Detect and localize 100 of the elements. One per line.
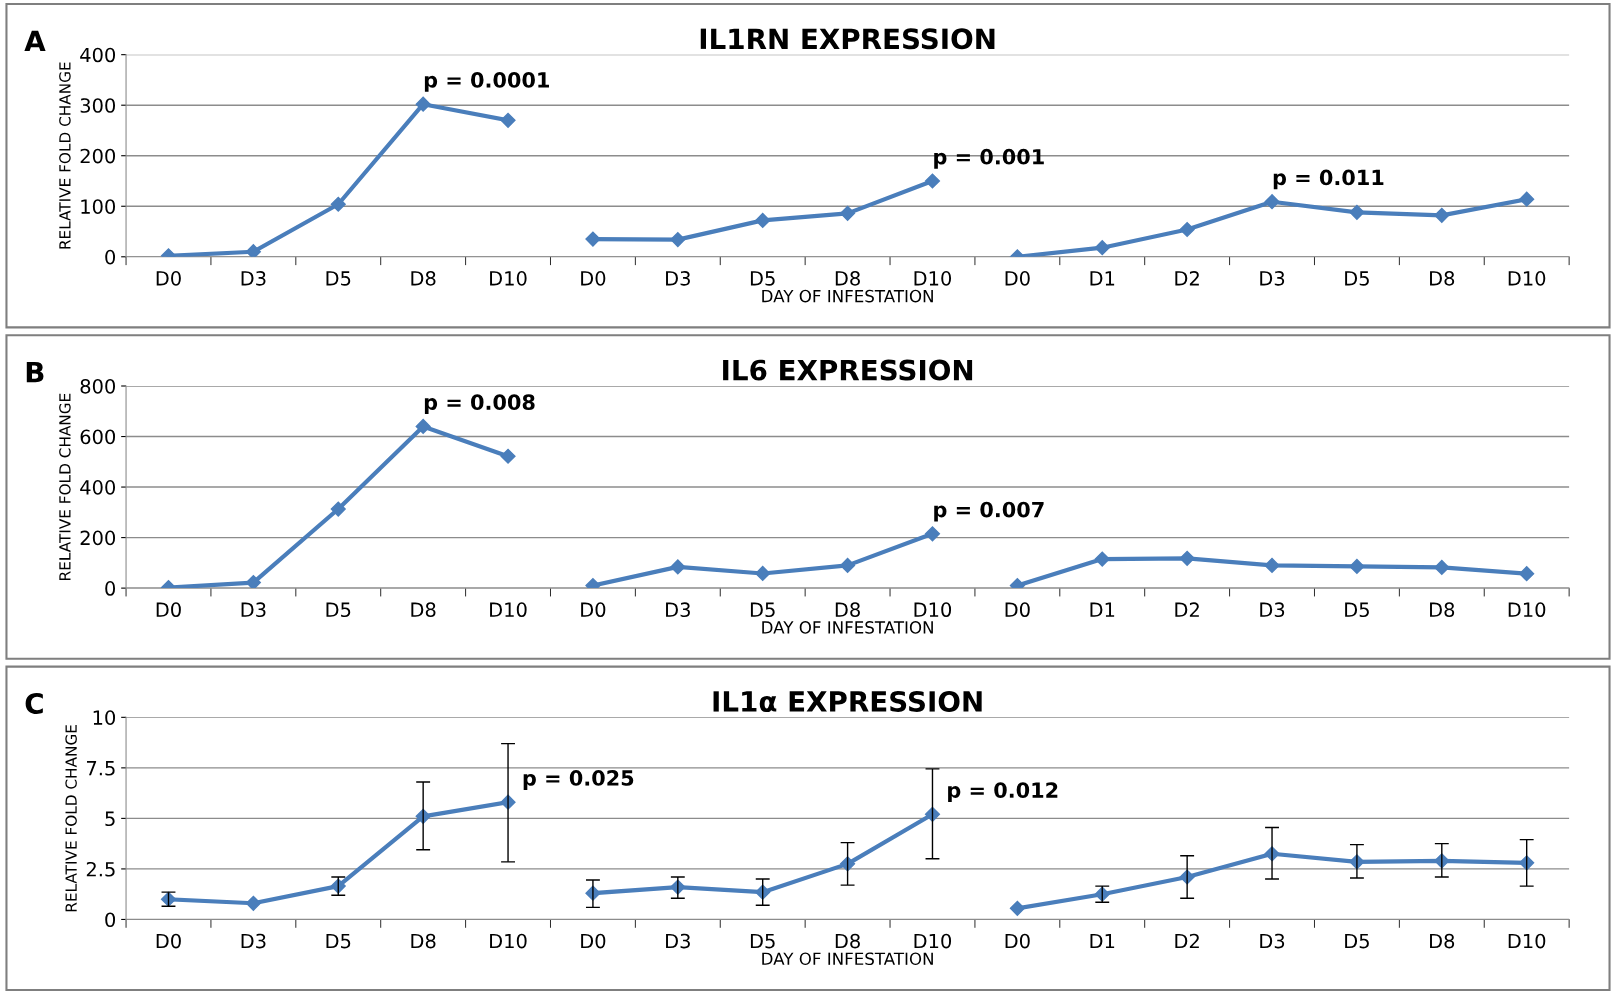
x-tick-label: D10 [490, 933, 527, 949]
y-axis-title: RELATIVE FOLD CHANGE [59, 393, 71, 580]
x-tick-label: D3 [241, 602, 266, 618]
x-tick-label: D3 [241, 271, 266, 286]
x-tick-label: D1 [1090, 933, 1115, 949]
annotation: p = 0.007 [934, 501, 1044, 522]
annotation: p = 0.025 [523, 770, 634, 790]
point [415, 418, 431, 434]
point [1094, 240, 1110, 256]
x-tick-label: D10 [1508, 602, 1546, 618]
point [1179, 550, 1195, 566]
y-tick-label: 400 [80, 47, 116, 63]
x-tick-label: D3 [241, 933, 266, 949]
x-tick-label: D0 [156, 271, 181, 286]
point [1349, 204, 1365, 220]
chart-title: IL1α EXPRESSION [713, 690, 982, 712]
x-tick-label: D5 [1345, 271, 1369, 286]
annotation: p = 0.001 [934, 148, 1044, 169]
y-tick-label: 0 [105, 581, 116, 596]
x-tick-label: D3 [666, 271, 690, 286]
y-tick-label: 200 [80, 530, 116, 546]
x-tick-label: D3 [1260, 271, 1285, 286]
x-tick-label: D10 [914, 602, 952, 618]
point [1094, 551, 1110, 567]
x-tick-label: D10 [1508, 271, 1546, 286]
x-tick-label: D3 [1260, 602, 1285, 618]
y-tick-label: 2.5 [86, 861, 115, 877]
chart-title: IL6 EXPRESSION [723, 359, 973, 381]
point [1434, 207, 1450, 223]
x-axis-title: DAY OF INFESTATION [762, 621, 933, 634]
point [1434, 559, 1450, 575]
text: C [25, 692, 43, 714]
x-tick-label: D8 [411, 271, 436, 286]
x-tick-label: D0 [1005, 933, 1030, 949]
point [924, 173, 941, 189]
x-tick-label: D8 [411, 933, 436, 949]
x-tick-label: D10 [914, 271, 952, 286]
x-tick-label: D10 [1508, 933, 1546, 949]
y-tick-label: 600 [80, 429, 116, 445]
y-tick-label: 0 [105, 249, 116, 265]
y-tick-label: 300 [80, 98, 116, 113]
x-tick-label: D5 [326, 933, 351, 949]
y-tick-label: 0 [105, 912, 116, 928]
y-tick-label: 800 [80, 378, 116, 394]
x-tick-label: D5 [1345, 933, 1369, 949]
x-tick-label: D3 [666, 602, 690, 618]
x-tick-label: D5 [750, 271, 775, 286]
x-tick-label: D0 [581, 933, 606, 949]
point [1264, 557, 1280, 573]
x-tick-label: D5 [750, 602, 775, 618]
point [1349, 558, 1365, 574]
x-tick-label: D10 [914, 933, 952, 949]
x-tick-label: D1 [1090, 271, 1115, 286]
point [670, 232, 686, 248]
point [840, 557, 856, 573]
x-tick-label: D8 [835, 602, 860, 618]
x-tick-label: D2 [1175, 602, 1199, 617]
annotation: p = 0.011 [1273, 169, 1384, 190]
text: B [26, 362, 44, 383]
x-tick-label: D8 [1430, 271, 1455, 286]
x-tick-label: D0 [1005, 271, 1030, 286]
annotation: p = 0.012 [948, 782, 1058, 803]
x-tick-label: D8 [1430, 933, 1455, 949]
x-tick-label: D2 [1175, 933, 1199, 949]
x-tick-label: D1 [1090, 602, 1115, 617]
point [670, 559, 686, 575]
x-tick-label: D0 [156, 602, 181, 618]
y-tick-label: 400 [80, 480, 116, 495]
x-tick-label: D8 [1430, 602, 1455, 618]
y-axis-title: RELATIVE FOLD CHANGE [59, 62, 71, 249]
point [500, 112, 516, 128]
y-tick-label: 10 [93, 710, 116, 725]
x-tick-label: D10 [490, 602, 527, 618]
x-tick-label: D3 [666, 933, 690, 949]
point [330, 501, 346, 517]
x-tick-label: D5 [750, 933, 775, 949]
point [755, 212, 771, 228]
point [924, 526, 941, 542]
point [330, 196, 346, 212]
x-tick-label: D3 [1260, 933, 1285, 949]
point [245, 895, 261, 911]
x-tick-label: D0 [1005, 602, 1030, 618]
x-axis-title: DAY OF INFESTATION [762, 952, 933, 966]
point [755, 565, 771, 582]
point [1009, 900, 1025, 916]
point [840, 205, 856, 221]
x-tick-label: D0 [156, 933, 181, 949]
x-tick-label: D0 [581, 271, 606, 286]
y-tick-label: 5 [105, 811, 115, 827]
point [1519, 566, 1535, 582]
annotation: p = 0.008 [424, 394, 535, 415]
point [245, 574, 261, 589]
y-tick-label: 200 [80, 148, 116, 164]
point [500, 448, 516, 464]
point [245, 244, 261, 257]
x-axis-title: DAY OF INFESTATION [762, 289, 933, 303]
chart-title: IL1RN EXPRESSION [700, 28, 995, 50]
text: A [24, 30, 46, 51]
point [415, 96, 431, 112]
x-tick-label: D8 [835, 271, 860, 286]
